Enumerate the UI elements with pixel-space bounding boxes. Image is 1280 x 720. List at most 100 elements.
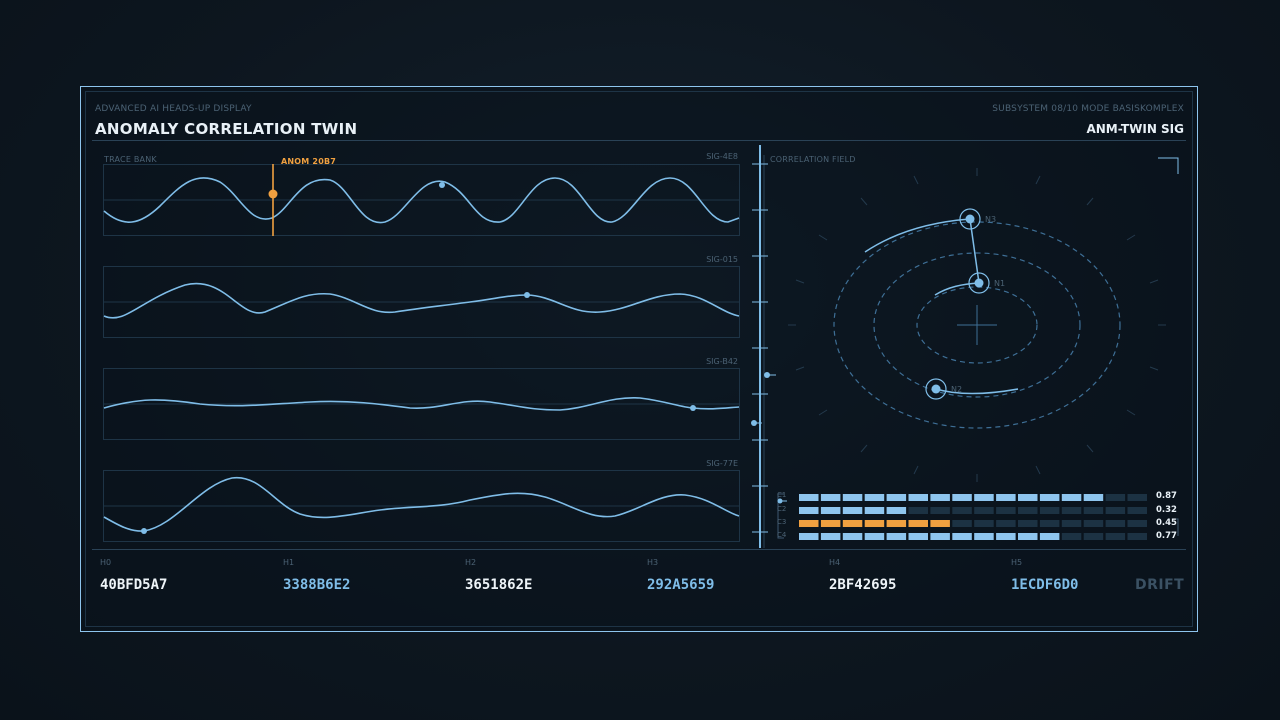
corner-bracket	[1158, 157, 1179, 174]
radial-ticks	[788, 168, 1166, 482]
channel-value-3: 0.77	[1156, 531, 1177, 541]
channel-2-segment	[886, 520, 907, 527]
channel-3-segment	[1061, 533, 1082, 540]
channel-0-segment	[1061, 494, 1082, 501]
channel-1-segment	[1127, 507, 1147, 514]
hash-label-2: H2	[465, 558, 477, 567]
channel-1-segment	[799, 507, 819, 514]
node-label-n1: N1	[994, 279, 1005, 288]
channel-1-segment	[864, 507, 885, 514]
channel-3-segment	[820, 533, 841, 540]
channel-3-segment	[908, 533, 928, 540]
channel-3-segment	[952, 533, 972, 540]
channel-bracket	[777, 493, 784, 539]
channel-1-segment	[930, 507, 950, 514]
channel-value-2: 0.45	[1156, 518, 1177, 528]
status-badge: DRIFT	[1135, 577, 1185, 593]
trace-point-1	[524, 292, 530, 298]
trace-wave-0	[103, 177, 740, 224]
trace-box-3	[103, 470, 740, 542]
trace-id-3: SIG-77E	[706, 459, 738, 468]
hash-label-4: H4	[829, 558, 841, 567]
channel-1-segment	[820, 507, 841, 514]
channel-0-segment	[1018, 494, 1038, 501]
channel-bars	[799, 494, 1147, 540]
trace-box-2	[103, 368, 740, 440]
trace-bank-label: TRACE BANK	[104, 155, 157, 164]
trace-wave-1	[103, 282, 740, 319]
channel-1-segment	[1039, 507, 1060, 514]
channel-value-1: 0.32	[1156, 505, 1177, 515]
subsystem-mode: SUBSYSTEM 08/10 MODE BASISKOMPLEX	[992, 104, 1184, 114]
trace-point-3	[141, 528, 147, 534]
footer-divider	[92, 549, 1186, 550]
channel-0-segment	[974, 494, 994, 501]
hash-value-4: 2BF42695	[829, 577, 897, 593]
channel-2-segment	[864, 520, 885, 527]
trace-id-1: SIG-015	[706, 255, 738, 264]
channel-0-segment	[1105, 494, 1126, 501]
channel-0-segment	[952, 494, 972, 501]
channel-2-segment	[908, 520, 928, 527]
channel-2-segment	[1039, 520, 1060, 527]
channel-2-segment	[974, 520, 994, 527]
channel-3-segment	[996, 533, 1016, 540]
channel-0-segment	[930, 494, 950, 501]
channel-1-segment	[996, 507, 1016, 514]
channel-label-3: C4	[777, 531, 787, 539]
hash-value-1: 3388B6E2	[283, 577, 351, 593]
hash-label-1: H1	[283, 558, 295, 567]
channel-1-segment	[1061, 507, 1082, 514]
channel-0-segment	[820, 494, 841, 501]
channel-3-segment	[1127, 533, 1147, 540]
channel-0-segment	[1127, 494, 1147, 501]
hash-label-3: H3	[647, 558, 659, 567]
trace-id-2: SIG-B42	[706, 357, 738, 366]
channel-value-0: 0.87	[1156, 491, 1177, 501]
channel-2-segment	[1083, 520, 1104, 527]
hash-label-5: H5	[1011, 558, 1023, 567]
hash-value-2: 3651862E	[465, 577, 533, 593]
hash-value-5: 1ECDF6D0	[1011, 577, 1079, 593]
channel-0-segment	[1083, 494, 1104, 501]
channel-3-segment	[864, 533, 885, 540]
channel-0-segment	[996, 494, 1016, 501]
channel-2-segment	[1018, 520, 1038, 527]
channel-3-segment	[799, 533, 819, 540]
channel-0-segment	[908, 494, 928, 501]
trace-id-0: SIG-4E8	[706, 152, 738, 161]
channel-2-segment	[799, 520, 819, 527]
channel-3-segment	[886, 533, 907, 540]
channel-2-segment	[842, 520, 863, 527]
channel-0-segment	[864, 494, 885, 501]
orbit-rings	[833, 221, 1121, 429]
node-label-n2: N2	[951, 385, 962, 394]
anomaly-marker-point	[268, 189, 278, 199]
channel-1-segment	[1083, 507, 1104, 514]
channel-2-segment	[820, 520, 841, 527]
channel-1-segment	[908, 507, 928, 514]
hud-inner-border	[85, 91, 1193, 627]
trace-wave-2	[103, 396, 740, 411]
node-arcs	[864, 218, 1019, 395]
hash-value-3: 292A5659	[647, 577, 715, 593]
display-id: ANM-TWIN SIG	[1086, 122, 1184, 136]
trace-box-1	[103, 266, 740, 338]
channel-0-segment	[842, 494, 863, 501]
channel-3-segment	[1105, 533, 1126, 540]
channel-label-0: C1	[777, 491, 787, 499]
hud-kicker: ADVANCED AI HEADS-UP DISPLAY	[95, 104, 252, 114]
channel-3-segment	[1018, 533, 1038, 540]
channel-3-segment	[1083, 533, 1104, 540]
correlation-field-label: CORRELATION FIELD	[770, 155, 856, 164]
channel-1-segment	[886, 507, 907, 514]
anomaly-marker-label: ANOM 20B7	[281, 157, 337, 166]
channel-0-segment	[886, 494, 907, 501]
correlation-nodes	[925, 208, 990, 400]
ruler-ticks	[752, 163, 768, 533]
trace-point-0	[439, 182, 445, 188]
channel-3-segment	[974, 533, 994, 540]
crosshair	[957, 305, 997, 345]
channel-1-segment	[974, 507, 994, 514]
channel-3-segment	[842, 533, 863, 540]
